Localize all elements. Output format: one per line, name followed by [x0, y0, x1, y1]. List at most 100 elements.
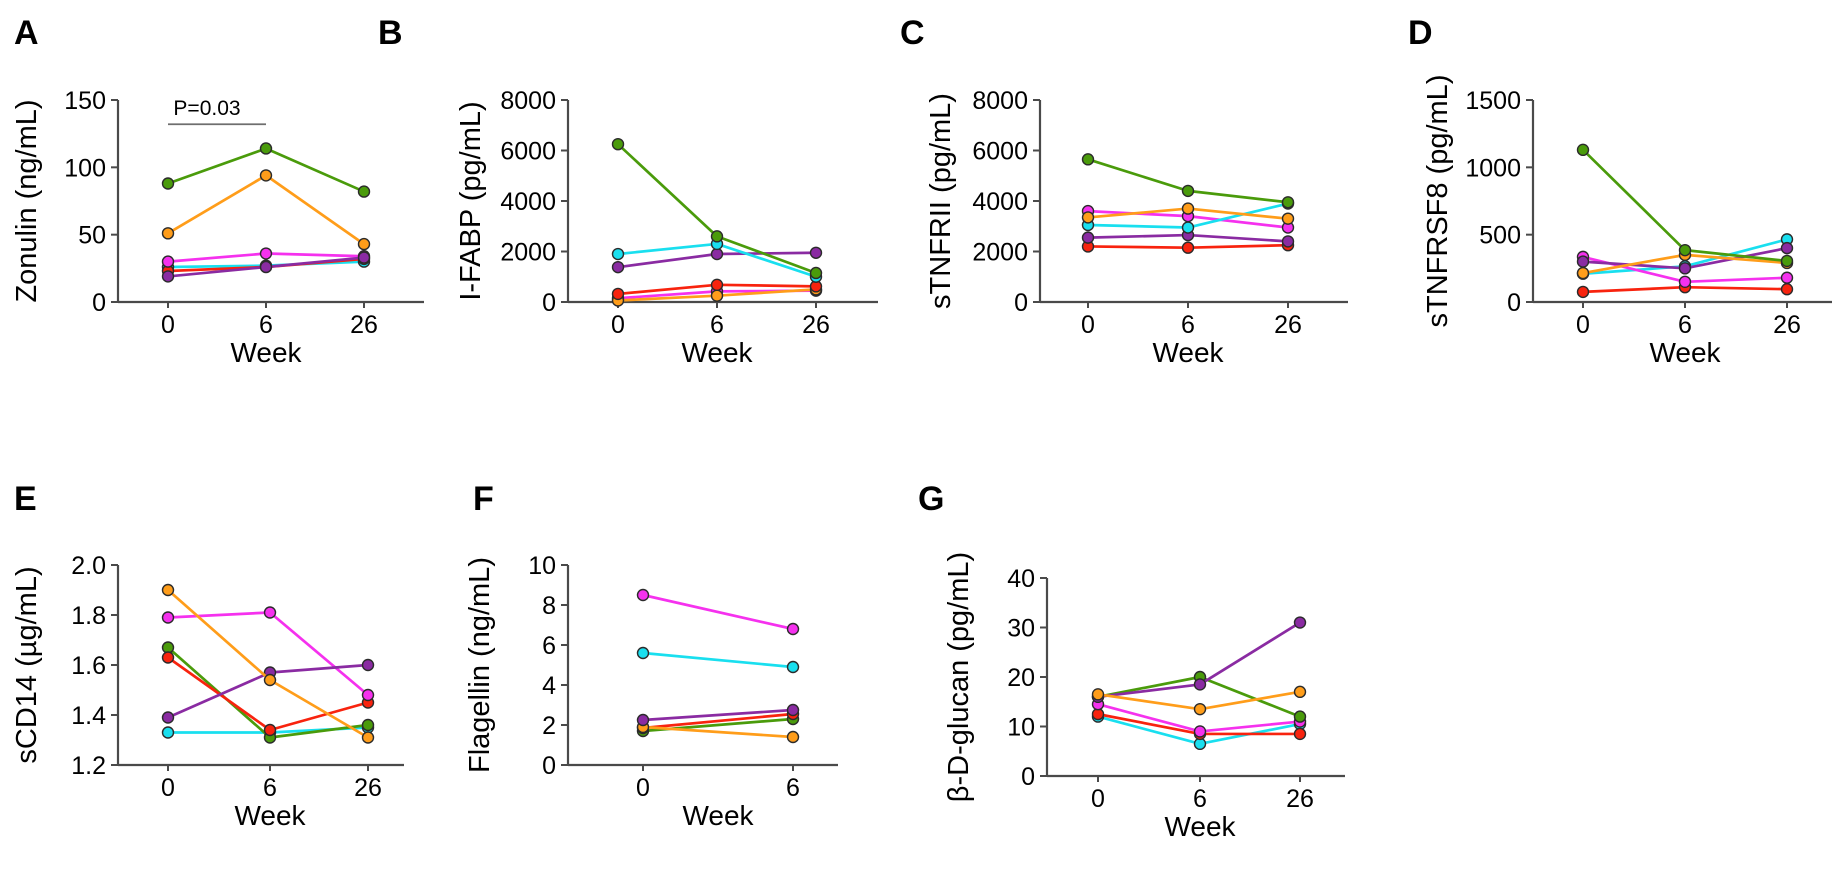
panel-G: Gβ-D-glucan (pg/mL) 0 10 20 30 40 0 6 26 Week	[918, 480, 1345, 842]
y-tick-label: 0	[1014, 289, 1028, 317]
series-point	[259, 247, 273, 260]
panel-letter: E	[14, 480, 37, 518]
y-tick-label: 2	[542, 712, 556, 740]
series-point	[1780, 271, 1794, 284]
y-tick-label: 4000	[972, 188, 1028, 216]
series-point	[786, 622, 800, 636]
panel-letter: A	[14, 14, 39, 52]
x-axis-label: Week	[234, 800, 306, 831]
series-cyan	[636, 646, 800, 674]
panel-A: A Zonulin (ng/mL) 0 50 100 150 0 6 26 Week P=0.03	[11, 14, 424, 368]
series-point	[1293, 685, 1307, 699]
series-point	[357, 251, 371, 264]
series-point	[636, 588, 650, 602]
x-tick-label: 6	[786, 774, 800, 802]
series-point	[1193, 678, 1207, 691]
series-point	[1081, 211, 1095, 224]
series-point	[1678, 243, 1692, 257]
y-tick-label: 0	[92, 289, 106, 317]
series-point	[611, 137, 625, 151]
series-point	[263, 723, 277, 737]
y-axis-label: β-D-glucan (pg/mL)	[943, 552, 975, 802]
series-point	[1281, 196, 1295, 209]
series-point	[786, 660, 800, 674]
x-axis-label: Week	[1649, 337, 1721, 368]
significance-label: P=0.03	[173, 97, 240, 120]
y-tick-label: 1.6	[71, 652, 106, 680]
x-tick-label: 0	[1091, 785, 1105, 813]
x-tick-label: 6	[1678, 311, 1692, 339]
series-point	[361, 718, 375, 732]
y-tick-label: 150	[64, 87, 106, 115]
series-point	[1576, 255, 1590, 268]
y-tick-label: 1.8	[71, 602, 106, 630]
series-point	[1181, 221, 1195, 234]
series-line	[166, 174, 366, 246]
x-tick-label: 26	[1286, 785, 1314, 813]
series-red	[1081, 238, 1295, 254]
panel-letter: F	[473, 480, 494, 518]
series-point	[1780, 283, 1794, 296]
series-point	[263, 673, 277, 687]
series-point	[263, 606, 277, 619]
series-magenta	[161, 606, 375, 702]
y-tick-label: 8000	[500, 87, 556, 115]
y-tick-label: 8000	[972, 87, 1028, 115]
x-tick-label: 6	[1193, 785, 1207, 813]
series-green	[1081, 153, 1295, 209]
series-point	[1281, 235, 1295, 248]
y-tick-label: 8	[542, 592, 556, 620]
series-line	[641, 593, 795, 631]
series-purple	[1091, 616, 1307, 703]
series-point	[161, 227, 175, 240]
series-point	[1181, 184, 1195, 198]
y-tick-label: 1500	[1465, 87, 1521, 115]
series-line	[641, 651, 795, 669]
series-green	[161, 142, 371, 198]
series-point	[161, 270, 175, 283]
series-line	[166, 646, 370, 739]
y-tick-label: 0	[1021, 763, 1035, 791]
y-tick-label: 2000	[972, 239, 1028, 267]
y-tick-label: 2.0	[71, 552, 106, 580]
y-tick-label: 1.4	[71, 702, 106, 730]
x-axis-label: Week	[1164, 811, 1236, 842]
series-point	[786, 703, 800, 717]
x-tick-label: 6	[710, 311, 724, 339]
y-tick-label: 4000	[500, 188, 556, 216]
y-tick-label: 0	[542, 752, 556, 780]
x-axis-label: Week	[682, 800, 754, 831]
series-point	[259, 169, 273, 182]
y-axis-label: sTNFRSF8 (pg/mL)	[1422, 75, 1454, 328]
series-red	[611, 278, 823, 301]
series-line	[641, 712, 795, 730]
y-tick-label: 6000	[972, 138, 1028, 166]
y-tick-label: 40	[1007, 565, 1035, 593]
series-point	[161, 255, 175, 268]
y-tick-label: 10	[528, 552, 556, 580]
series-point	[710, 230, 724, 243]
x-tick-label: 0	[161, 311, 175, 339]
series-point	[361, 688, 375, 702]
y-tick-label: 20	[1007, 664, 1035, 692]
series-orange	[161, 583, 375, 744]
series-point	[611, 247, 625, 261]
series-point	[809, 266, 823, 280]
series-point	[710, 289, 724, 302]
series-point	[1091, 688, 1105, 701]
series-point	[1576, 143, 1590, 157]
y-axis-label: sTNFRII (pg/mL)	[925, 93, 957, 309]
x-axis-label: Week	[681, 337, 753, 368]
y-tick-label: 0	[542, 289, 556, 317]
series-purple	[611, 246, 823, 274]
series-purple	[636, 703, 800, 727]
y-tick-label: 100	[64, 154, 106, 182]
x-tick-label: 26	[350, 311, 378, 339]
series-point	[357, 237, 371, 251]
series-point	[710, 247, 724, 261]
panel-letter: D	[1408, 14, 1433, 52]
series-point	[1193, 702, 1207, 716]
series-point	[1576, 285, 1590, 299]
